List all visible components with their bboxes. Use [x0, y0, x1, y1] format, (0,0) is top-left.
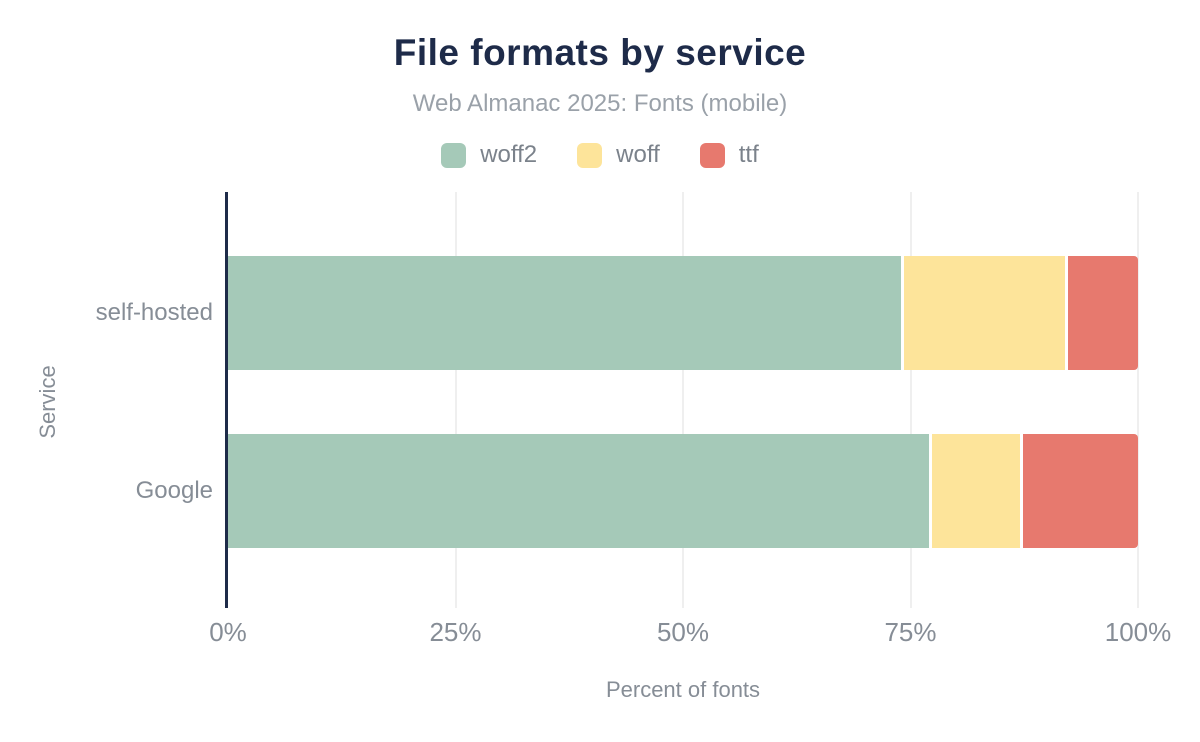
y-axis-title: Service: [35, 365, 60, 439]
legend-item-woff: woff: [577, 141, 660, 169]
chart-subtitle: Web Almanac 2025: Fonts (mobile): [412, 90, 788, 117]
bar-Google: [228, 434, 1138, 548]
x-axis-title: Percent of fonts: [605, 677, 761, 702]
bar-segment-Google-woff: [928, 434, 1020, 548]
gridline-100: [1137, 192, 1139, 608]
x-tick-label-50: 50%: [656, 617, 710, 647]
legend-item-woff2: woff2: [441, 141, 537, 169]
plot-area: [225, 192, 1139, 608]
bar-segment-self-hosted-woff2: [228, 256, 902, 370]
bar-segment-self-hosted-ttf: [1065, 256, 1138, 370]
gridline-50: [682, 192, 684, 608]
category-label-self-hosted: self-hosted: [95, 299, 213, 326]
legend-label-woff2: woff2: [480, 141, 538, 168]
x-tick-label-100: 100%: [1104, 617, 1172, 647]
bar-segment-Google-ttf: [1019, 434, 1138, 548]
legend: woff2 woff ttf: [0, 141, 1200, 169]
x-tick-label-25: 25%: [429, 617, 482, 647]
gridline-25: [454, 192, 457, 608]
gridline-75: [909, 192, 912, 608]
category-label-Google: Google: [135, 477, 213, 504]
legend-item-ttf: ttf: [699, 141, 759, 169]
x-tick-label-75: 75%: [884, 617, 937, 647]
chart-title: File formats by service: [393, 32, 807, 73]
bar-segment-self-hosted-woff: [901, 256, 1066, 370]
bar-self-hosted: [228, 256, 1138, 370]
legend-label-woff: woff: [616, 141, 660, 168]
x-tick-label-0: 0%: [209, 617, 247, 647]
y-axis-line: [225, 192, 228, 608]
legend-swatch-ttf: [699, 142, 725, 168]
legend-swatch-woff: [577, 142, 603, 168]
legend-swatch-woff2: [441, 142, 467, 168]
legend-label-ttf: ttf: [738, 141, 759, 168]
bar-segment-Google-woff2: [228, 434, 929, 548]
